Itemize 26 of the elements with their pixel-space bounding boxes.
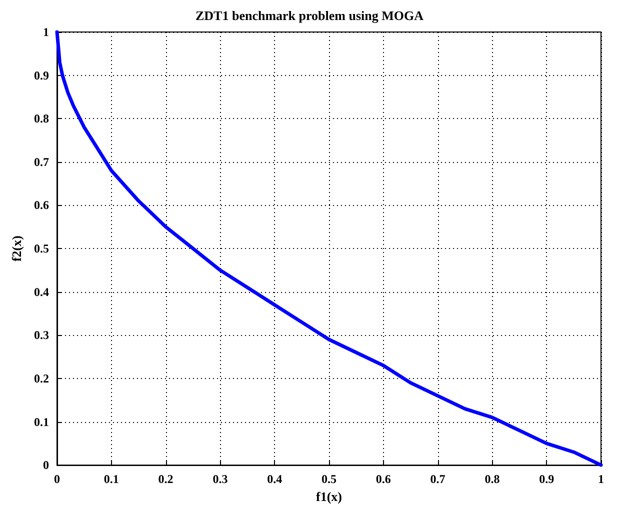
y-tick-label: 0.8 <box>34 112 49 126</box>
y-tick-label: 0.3 <box>34 328 49 342</box>
y-tick-label: 0.7 <box>34 154 49 169</box>
y-tick-label: 1 <box>43 25 49 39</box>
x-tick-label: 0 <box>54 472 60 486</box>
x-tick-label: 0.1 <box>104 472 119 486</box>
x-tick-label: 1 <box>598 472 604 486</box>
x-tick-label: 0.2 <box>158 472 174 486</box>
chart-title: ZDT1 benchmark problem using MOGA <box>195 8 424 23</box>
x-tick-label: 0.6 <box>376 472 391 486</box>
y-tick-label: 0 <box>43 458 49 472</box>
y-tick-label: 0.4 <box>34 284 49 299</box>
y-tick-label: 0.2 <box>34 371 49 386</box>
x-tick-label: 0.3 <box>212 472 228 486</box>
x-axis-title: f1(x) <box>316 489 342 504</box>
x-tick-label: 0.5 <box>322 472 336 486</box>
x-tick-label: 0.8 <box>484 472 500 486</box>
x-tick-label: 0.4 <box>267 472 282 486</box>
x-tick-label: 0.7 <box>430 472 446 486</box>
y-tick-label: 0.1 <box>34 414 49 429</box>
y-tick-label: 0.9 <box>34 68 49 82</box>
y-tick-label: 0.6 <box>34 198 49 212</box>
x-tick-label: 0.9 <box>539 472 554 486</box>
y-axis-title: f2(x) <box>9 236 24 262</box>
y-tick-label: 0.5 <box>34 242 49 256</box>
line-series <box>55 30 603 467</box>
